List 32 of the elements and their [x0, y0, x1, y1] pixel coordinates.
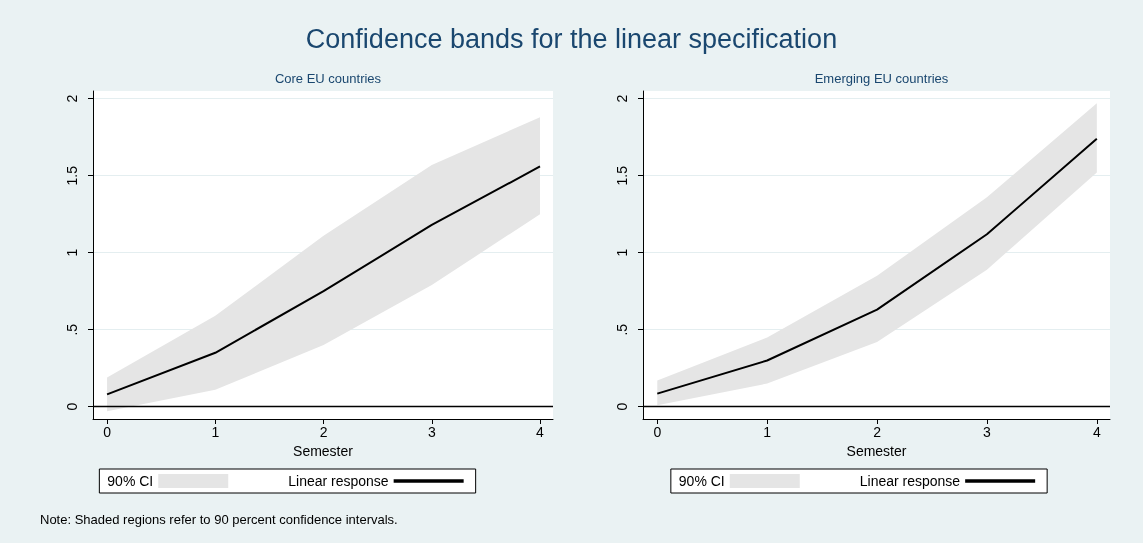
- legend-label: 90% CI: [107, 473, 154, 489]
- x-tick-label: 0: [653, 424, 662, 440]
- x-tick-label: 3: [427, 424, 436, 440]
- chart-subtitle: Core EU countries: [274, 71, 382, 86]
- y-tick-label: 1.5: [614, 165, 630, 186]
- text: Linear response: [859, 473, 961, 489]
- line-series: [106, 165, 542, 396]
- y-tick-label: 0: [614, 402, 630, 411]
- y-tick-label: .5: [614, 323, 630, 336]
- x-tick-label: 1: [763, 424, 772, 440]
- chart-subtitle: Emerging EU countries: [814, 71, 949, 86]
- chart-title: Confidence bands for the linear specification: [304, 24, 839, 55]
- y-tick-label: 2: [614, 94, 630, 103]
- x-tick-label: 0: [103, 424, 112, 440]
- y-tick-label: 0: [64, 402, 80, 411]
- x-tick-label: 2: [873, 424, 882, 440]
- text: Note: Shaded regions refer to 90 percent confidence intervals.: [40, 512, 398, 527]
- legend-label: 90% CI: [678, 473, 725, 489]
- x-axis-title: Semester: [846, 442, 907, 459]
- x-tick-label: 1: [211, 424, 220, 440]
- x-tick-label: 2: [319, 424, 328, 440]
- y-tick-label: .5: [64, 323, 80, 336]
- x-tick-label: 4: [1092, 424, 1101, 440]
- x-tick-label: 4: [536, 424, 545, 440]
- y-tick-label: 1.5: [64, 165, 80, 186]
- line-series: [656, 137, 1098, 395]
- y-tick-label: 1: [614, 248, 630, 257]
- y-tick-label: 2: [64, 94, 80, 103]
- y-tick-label: 1: [64, 248, 80, 257]
- legend-label: Linear response: [288, 473, 389, 489]
- x-axis-title: Semester: [293, 442, 354, 459]
- x-tick-label: 3: [983, 424, 992, 440]
